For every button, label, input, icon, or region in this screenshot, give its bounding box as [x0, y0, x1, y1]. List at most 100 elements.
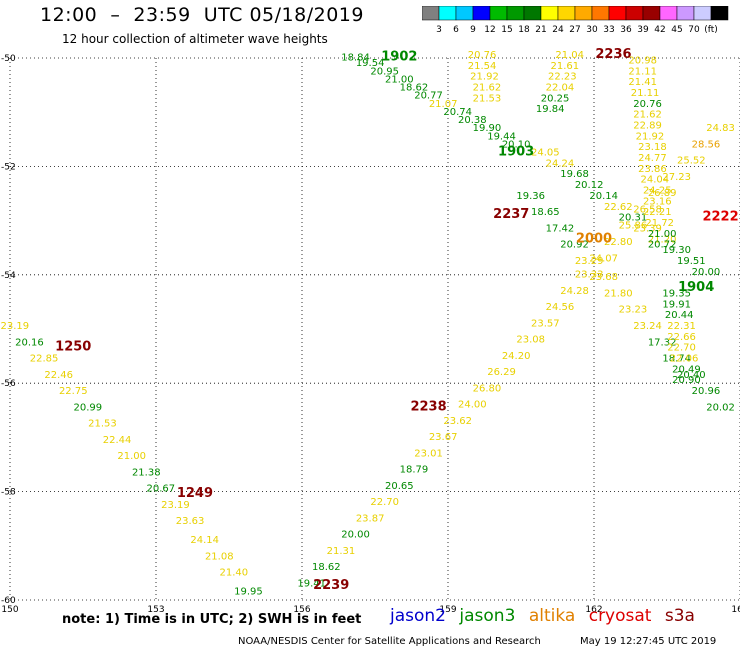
wave-height-value: 22.23 — [548, 72, 577, 83]
wave-height-value: 20.31 — [619, 213, 648, 224]
x-tick-label: 156 — [293, 605, 310, 615]
colorbar-label: 21 — [535, 25, 546, 35]
wave-height-value: 20.44 — [665, 310, 694, 321]
colorbar-label: 45 — [671, 25, 682, 35]
colorbar-label: 6 — [453, 25, 459, 35]
wave-height-value: 23.57 — [531, 318, 560, 329]
wave-height-value: 19.30 — [662, 245, 691, 256]
wave-height-value: 23.08 — [516, 335, 545, 346]
wave-height-value: 23.63 — [176, 516, 205, 527]
wave-height-value: 23.29 — [575, 256, 604, 267]
wave-height-value: 24.83 — [706, 123, 735, 134]
wave-height-value: 21.00 — [648, 229, 677, 240]
wave-height-value: 23.16 — [643, 196, 672, 207]
wave-height-value: 20.02 — [706, 402, 735, 413]
track-time-label: 2236 — [595, 47, 631, 62]
wave-height-value: 23.01 — [414, 448, 443, 459]
wave-height-value: 27.23 — [662, 172, 691, 183]
x-tick-label: 153 — [147, 605, 164, 615]
legend-jason3: jason3 — [459, 606, 516, 626]
wave-height-value: 19.35 — [662, 288, 691, 299]
wave-height-value: 22.21 — [643, 207, 672, 218]
y-tick-label: -50 — [1, 54, 16, 64]
track-time-label: 2239 — [313, 578, 349, 593]
wave-height-value: 20.92 — [560, 240, 589, 251]
wave-height-value: 19.54 — [356, 58, 385, 69]
wave-height-value: 23.67 — [429, 432, 458, 443]
wave-height-value: 22.85 — [30, 354, 59, 365]
wave-height-value: 22.31 — [667, 321, 696, 332]
legend-s3a: s3a — [664, 606, 695, 626]
wave-height-value: 21.07 — [429, 99, 458, 110]
wave-height-value: 20.72 — [648, 240, 677, 251]
colorbar-label: 24 — [552, 25, 564, 35]
wave-height-value: 24.00 — [458, 400, 487, 411]
legend-jason2: jason2 — [390, 606, 446, 626]
track-time-label: 1902 — [381, 50, 417, 65]
wave-height-value: 19.41 — [297, 578, 326, 589]
wave-height-value: 20.98 — [628, 55, 657, 66]
page-subtitle: 12 hour collection of altimeter wave hei… — [62, 32, 328, 46]
wave-height-value: 22.46 — [44, 370, 73, 381]
wave-height-value: 20.38 — [458, 115, 487, 126]
wave-height-value: 23.19 — [161, 500, 190, 511]
colorbar-swatch — [710, 6, 729, 21]
track-time-label: 2238 — [410, 399, 446, 414]
wave-height-value: 21.38 — [132, 467, 161, 478]
wave-height-value: 23.24 — [633, 321, 662, 332]
wave-height-value: 22.44 — [103, 435, 132, 446]
wave-height-value: 24.20 — [502, 351, 531, 362]
wave-height-value: 21.54 — [468, 61, 497, 72]
x-tick-label: 150 — [1, 605, 18, 615]
wave-height-value: 19.36 — [516, 191, 545, 202]
track-time-label: 1904 — [678, 280, 714, 295]
wave-height-value: 20.65 — [385, 481, 414, 492]
wave-height-value: 20.14 — [589, 191, 618, 202]
x-tick-label: 165 — [731, 605, 740, 615]
wave-height-value: 21.04 — [555, 50, 584, 61]
wave-height-value: 21.08 — [205, 551, 234, 562]
wave-height-value: 21.92 — [470, 72, 499, 83]
wave-height-value: 21.20 — [648, 234, 677, 245]
wave-height-value: 26.80 — [473, 383, 502, 394]
wave-height-value: 22.62 — [604, 202, 633, 213]
wave-height-value: 23.23 — [619, 305, 648, 316]
colorbar-label: 9 — [470, 25, 476, 35]
track-time-label: 1250 — [55, 340, 91, 355]
wave-height-value: 20.00 — [692, 267, 721, 278]
wave-height-value: 21.00 — [385, 74, 414, 85]
legend-cryosat: cryosat — [588, 606, 652, 626]
colorbar: 3 6 9 12 15 18 21 24 27 30 33 36 39 42 45 70 (ft) — [422, 6, 729, 35]
wave-height-value: 23.33 — [575, 270, 604, 281]
colorbar-label: 27 — [569, 25, 580, 35]
wave-height-value: 23.18 — [638, 142, 667, 153]
wave-height-value: 24.77 — [638, 153, 667, 164]
wave-height-value: 23.39 — [633, 223, 662, 234]
wave-height-value: 18.62 — [312, 562, 341, 573]
wave-height-value: 19.68 — [560, 169, 589, 180]
wave-height-value: 23.87 — [356, 513, 385, 524]
wave-height-value: 20.96 — [692, 386, 721, 397]
wave-height-value: 20.76 — [468, 50, 497, 61]
wave-height-value: 19.51 — [677, 256, 706, 267]
wave-height-value: 22.70 — [667, 343, 696, 354]
wave-height-value: 22.66 — [667, 332, 696, 343]
wave-height-value: 21.92 — [636, 131, 665, 142]
wave-height-value: 21.00 — [117, 451, 146, 462]
wave-height-value: 26.89 — [648, 188, 677, 199]
track-time-label: 2000 — [576, 231, 612, 246]
wave-height-value: 18.62 — [400, 83, 429, 94]
wave-height-value: 26.58 — [633, 204, 662, 215]
track-time-label: 1249 — [177, 486, 213, 501]
wave-height-value: 23.62 — [443, 416, 472, 427]
wave-height-value: 20.49 — [672, 364, 701, 375]
wave-height-value: 20.25 — [541, 93, 570, 104]
track-time-label: 2222 — [702, 210, 738, 225]
wave-height-value: 20.67 — [147, 484, 176, 495]
wave-height-value: 23.68 — [589, 272, 618, 283]
wave-height-value: 24.28 — [560, 286, 589, 297]
colorbar-label: 15 — [501, 25, 512, 35]
wave-height-value: 22.89 — [633, 120, 662, 131]
wave-height-value: 28.56 — [692, 139, 721, 150]
